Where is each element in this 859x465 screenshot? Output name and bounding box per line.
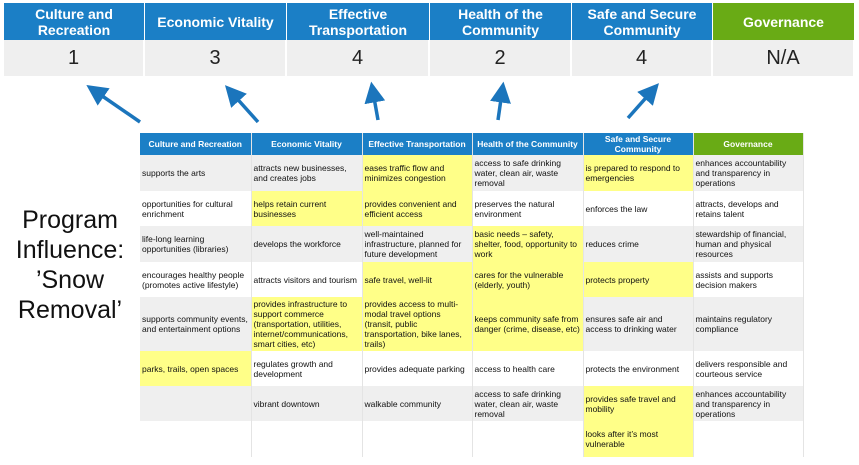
category-header: Culture and Recreation	[4, 3, 145, 40]
score-summary: Culture and Recreation Economic Vitality…	[4, 3, 855, 76]
table-cell	[251, 421, 363, 457]
highlighted-cell: helps retain current businesses	[251, 191, 363, 226]
table-cell	[472, 421, 584, 457]
category-score: 1	[4, 40, 145, 76]
category-header: Health of the Community	[430, 3, 572, 40]
table-cell: supports the arts	[140, 155, 252, 191]
table-cell: access to health care	[472, 351, 584, 386]
arrow-icon	[86, 85, 141, 124]
influence-table: Culture and Recreation Economic Vitality E…	[140, 133, 804, 457]
program-label: Program Influence: ’Snow Removal’	[15, 206, 125, 324]
table-row: parks, trails, open spaces regulates grow…	[140, 351, 804, 386]
table-cell: ensures safe air and access to drinking …	[583, 297, 694, 351]
table-row: life-long learning opportunities (librar…	[140, 226, 804, 262]
table-row: encourages healthy people (promotes acti…	[140, 262, 804, 297]
table-cell: opportunities for cultural enrichment	[140, 191, 252, 226]
table-row: vibrant downtown walkable community access…	[140, 386, 804, 421]
table-row: opportunities for cultural enrichment hel…	[140, 191, 804, 226]
table-cell	[140, 386, 252, 421]
table-cell: delivers responsible and courteous servi…	[693, 351, 804, 386]
table-cell: enhances accountability and transparency…	[693, 386, 804, 421]
table-cell: access to safe drinking water, clean air…	[472, 386, 584, 421]
table-cell: access to safe drinking water, clean air…	[472, 155, 584, 191]
category-score: N/A	[713, 40, 855, 76]
arrow-icon	[224, 85, 260, 124]
table-cell: reduces crime	[583, 226, 694, 262]
category-header: Effective Transportation	[287, 3, 430, 40]
category-header: Economic Vitality	[145, 3, 287, 40]
table-cell: encourages healthy people (promotes acti…	[140, 262, 252, 297]
table-cell: protects the environment	[583, 351, 694, 386]
table-cell	[362, 421, 473, 457]
table-cell: well-maintained infrastructure, planned …	[362, 226, 473, 262]
table-cell	[140, 421, 252, 457]
table-cell: assists and supports decision makers	[693, 262, 804, 297]
table-row: supports community events, and entertain…	[140, 297, 804, 351]
table-header: Health of the Community	[472, 133, 584, 155]
highlighted-cell: protects property	[583, 262, 694, 297]
highlighted-cell: keeps community safe from danger (crime,…	[472, 297, 584, 351]
table-cell: attracts visitors and tourism	[251, 262, 363, 297]
table-header: Culture and Recreation	[140, 133, 252, 155]
table-cell: attracts new businesses, and creates job…	[251, 155, 363, 191]
table-cell: regulates growth and development	[251, 351, 363, 386]
table-row: supports the arts attracts new businesses…	[140, 155, 804, 191]
table-header: Effective Transportation	[362, 133, 473, 155]
category-score: 3	[145, 40, 287, 76]
category-score: 4	[572, 40, 713, 76]
table-cell: supports community events, and entertain…	[140, 297, 252, 351]
table-header: Governance	[693, 133, 804, 155]
table-header: Economic Vitality	[251, 133, 363, 155]
table-header: Safe and Secure Community	[583, 133, 694, 155]
table-row: looks after it’s most vulnerable	[140, 421, 804, 457]
table-cell: enforces the law	[583, 191, 694, 226]
highlighted-cell: provides convenient and efficient access	[362, 191, 473, 226]
highlighted-cell: provides infrastructure to support comme…	[251, 297, 363, 351]
table-cell: walkable community	[362, 386, 473, 421]
highlighted-cell: eases traffic flow and minimizes congest…	[362, 155, 473, 191]
arrow-icon	[490, 81, 511, 121]
table-cell: attracts, develops and retains talent	[693, 191, 804, 226]
table-cell: stewardship of financial, human and phys…	[693, 226, 804, 262]
table-cell: provides adequate parking	[362, 351, 473, 386]
highlighted-cell: safe travel, well-lit	[362, 262, 473, 297]
highlighted-cell: basic needs – safety, shelter, food, opp…	[472, 226, 584, 262]
table-cell: life-long learning opportunities (librar…	[140, 226, 252, 262]
table-cell: vibrant downtown	[251, 386, 363, 421]
table-cell: enhances accountability and transparency…	[693, 155, 804, 191]
highlighted-cell: parks, trails, open spaces	[140, 351, 252, 386]
category-score: 4	[287, 40, 430, 76]
category-header: Safe and Secure Community	[572, 3, 713, 40]
table-cell	[693, 421, 804, 457]
highlighted-cell: is prepared to respond to emergencies	[583, 155, 694, 191]
highlighted-cell: cares for the vulnerable (elderly, youth…	[472, 262, 584, 297]
table-cell: develops the workforce	[251, 226, 363, 262]
category-score: 2	[430, 40, 572, 76]
table-cell: maintains regulatory compliance	[693, 297, 804, 351]
highlighted-cell: looks after it’s most vulnerable	[583, 421, 694, 457]
arrow-icon	[626, 83, 659, 120]
highlighted-cell: provides access to multi-modal travel op…	[362, 297, 473, 351]
table-cell: preserves the natural environment	[472, 191, 584, 226]
highlighted-cell: provides safe travel and mobility	[583, 386, 694, 421]
category-header: Governance	[713, 3, 855, 40]
arrow-icon	[364, 81, 386, 121]
